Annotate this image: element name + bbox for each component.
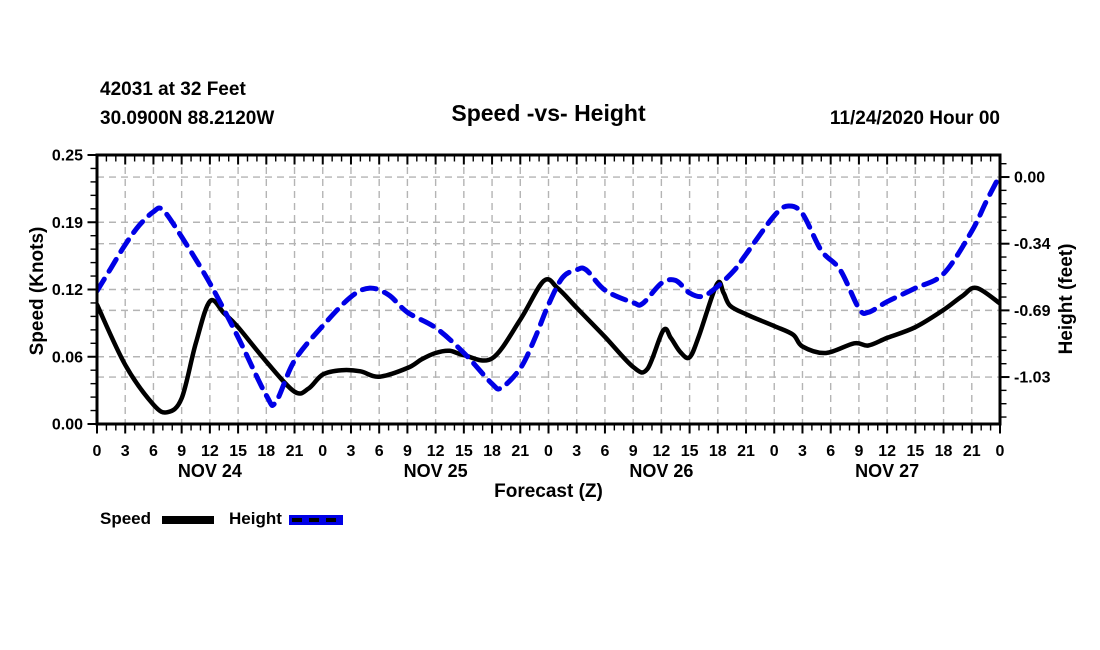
x-tick-label: 0 (996, 443, 1005, 460)
station-coordinates: 30.0900N 88.2120W (100, 108, 275, 129)
left-tick-label: 0.25 (52, 148, 83, 165)
x-tick-label: 6 (375, 443, 384, 460)
day-label: NOV 25 (404, 461, 468, 481)
x-tick-label: 18 (709, 443, 727, 460)
x-tick-label: 9 (629, 443, 638, 460)
legend: Speed Height (0, 506, 1100, 532)
x-tick-label: 15 (906, 443, 924, 460)
left-tick-label: 0.00 (52, 417, 83, 434)
x-tick-label: 0 (93, 443, 102, 460)
x-tick-label: 21 (963, 443, 981, 460)
legend-speed-swatch (162, 516, 214, 524)
day-label: NOV 24 (178, 461, 242, 481)
day-label: NOV 26 (629, 461, 693, 481)
station-id: 42031 at 32 Feet (100, 79, 246, 100)
x-tick-label: 3 (798, 443, 807, 460)
x-tick-label: 12 (427, 443, 445, 460)
x-tick-label: 18 (257, 443, 275, 460)
x-tick-label: 18 (935, 443, 953, 460)
x-tick-label: 9 (403, 443, 412, 460)
x-tick-label: 0 (544, 443, 553, 460)
x-tick-label: 9 (177, 443, 186, 460)
x-tick-label: 15 (681, 443, 699, 460)
x-tick-label: 15 (455, 443, 473, 460)
height-curve (97, 172, 1000, 408)
x-tick-label: 6 (600, 443, 609, 460)
x-tick-label: 15 (229, 443, 247, 460)
right-tick-label: -1.03 (1014, 370, 1051, 387)
plot-frame (95, 153, 1002, 426)
left-tick-label: 0.19 (52, 215, 83, 232)
day-label: NOV 27 (855, 461, 919, 481)
x-tick-label: 6 (149, 443, 158, 460)
left-tick-label: 0.06 (52, 349, 83, 366)
left-tick-label: 0.12 (52, 282, 83, 299)
right-tick-label: -0.69 (1014, 303, 1051, 320)
x-tick-label: 12 (652, 443, 670, 460)
x-tick-label: 9 (854, 443, 863, 460)
x-axis-title: Forecast (Z) (494, 481, 603, 502)
right-tick-label: -0.34 (1014, 236, 1051, 253)
legend-speed-label: Speed (100, 509, 152, 528)
legend-height-swatch (289, 515, 343, 525)
legend-height-label: Height (229, 509, 282, 528)
x-tick-label: 0 (318, 443, 327, 460)
x-tick-label: 12 (878, 443, 896, 460)
right-tick-label: 0.00 (1014, 170, 1045, 187)
x-tick-label: 21 (737, 443, 755, 460)
x-tick-label: 18 (483, 443, 501, 460)
speed-curve (97, 277, 1000, 415)
x-tick-label: 0 (770, 443, 779, 460)
x-tick-label: 21 (511, 443, 529, 460)
chart-title: Speed -vs- Height (451, 100, 646, 126)
x-tick-label: 21 (286, 443, 304, 460)
x-tick-label: 3 (347, 443, 356, 460)
x-tick-label: 3 (121, 443, 130, 460)
x-tick-label: 3 (572, 443, 581, 460)
x-tick-label: 6 (826, 443, 835, 460)
x-tick-label: 12 (201, 443, 219, 460)
forecast-date-label: 11/24/2020 Hour 00 (829, 108, 1000, 129)
